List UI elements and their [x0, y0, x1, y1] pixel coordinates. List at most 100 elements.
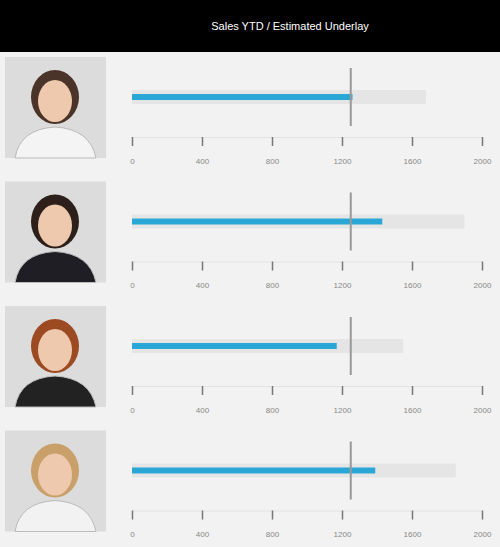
marks [132, 193, 465, 251]
tick-mark [342, 511, 344, 520]
bullet-row: 0 400 800 1200 1600 2000 [5, 182, 492, 291]
tick: 1200 [334, 262, 352, 291]
tick-label: 0 [130, 281, 135, 290]
range-band [132, 464, 456, 478]
tick-label: 800 [266, 157, 280, 166]
photo-face [38, 205, 72, 247]
target-line [350, 442, 352, 500]
tick-label: 2000 [474, 281, 492, 290]
axis-line [133, 262, 483, 263]
tick-mark [132, 386, 134, 395]
tick-label: 1600 [404, 157, 422, 166]
target-line [350, 193, 352, 251]
x-axis: 0 400 800 1200 1600 2000 [130, 137, 492, 166]
chart: Sales YTD / Estimated Underlay 0 400 800 120… [0, 0, 500, 547]
tick-mark [412, 511, 414, 520]
tick: 0 [130, 137, 135, 166]
tick: 0 [130, 386, 135, 415]
photo-body [15, 501, 96, 532]
tick-label: 1200 [334, 406, 352, 415]
bullet-row: 0 400 800 1200 1600 2000 [5, 306, 492, 415]
tick-label: 400 [196, 157, 210, 166]
marks [132, 442, 456, 500]
photo [5, 57, 106, 158]
tick: 400 [196, 511, 210, 540]
tick-mark [342, 386, 344, 395]
header [0, 0, 500, 52]
value-bar [132, 94, 353, 100]
tick-mark [342, 137, 344, 146]
photo-hair [31, 444, 79, 498]
tick-mark [132, 262, 134, 271]
bullet-row: 0 400 800 1200 1600 2000 [5, 57, 492, 166]
photo-background [5, 182, 106, 283]
photo-hair [31, 70, 79, 124]
tick-label: 2000 [474, 406, 492, 415]
bullet-row: 0400800120016002000 [5, 431, 492, 540]
tick-mark [482, 511, 484, 520]
photo-hair [31, 319, 79, 373]
range-band [132, 215, 465, 229]
tick: 0 [130, 511, 135, 540]
target-line [350, 317, 352, 375]
tick-label: 2000 [474, 530, 492, 539]
photo-body [15, 376, 96, 407]
tick: 800 [266, 137, 280, 166]
axis-line [133, 386, 483, 387]
photo-background [5, 57, 106, 158]
photo-body [15, 127, 96, 158]
tick: 1600 [404, 386, 422, 415]
tick: 400 [196, 262, 210, 291]
tick-mark [202, 137, 204, 146]
tick-mark [272, 511, 274, 520]
range-band [132, 339, 403, 353]
tick-mark [272, 386, 274, 395]
tick-mark [482, 386, 484, 395]
tick-label: 400 [196, 406, 210, 415]
tick-mark [272, 262, 274, 271]
photo-background [5, 431, 106, 532]
tick-label: 1600 [404, 406, 422, 415]
tick-mark [202, 386, 204, 395]
tick: 1200 [334, 137, 352, 166]
tick: 1600 [404, 137, 422, 166]
x-axis: 0 400 800 1200 1600 2000 [130, 262, 492, 291]
tick-mark [482, 137, 484, 146]
tick: 800 [266, 511, 280, 540]
tick-label: 2000 [474, 157, 492, 166]
value-bar [132, 219, 382, 225]
tick-label: 0 [130, 530, 135, 539]
tick: 1600 [404, 262, 422, 291]
photo [5, 431, 106, 532]
photo [5, 306, 106, 407]
photo-body [15, 252, 96, 283]
photo-face [38, 80, 72, 122]
photo-background [5, 306, 106, 407]
marks [132, 68, 426, 126]
tick: 2000 [474, 137, 492, 166]
tick-label: 1600 [404, 281, 422, 290]
tick-mark [412, 262, 414, 271]
x-axis: 0400800120016002000 [130, 511, 492, 540]
title: Sales YTD / Estimated Underlay [211, 20, 369, 32]
x-axis: 0 400 800 1200 1600 2000 [130, 386, 492, 415]
tick-label: 1200 [334, 530, 352, 539]
tick: 400 [196, 386, 210, 415]
tick-label: 1200 [334, 157, 352, 166]
background [0, 0, 500, 547]
tick-label: 400 [196, 530, 210, 539]
tick-label: 800 [266, 530, 280, 539]
photo-face [38, 329, 72, 371]
tick-mark [202, 262, 204, 271]
target-line [350, 68, 352, 126]
marks [132, 317, 403, 375]
tick-label: 800 [266, 281, 280, 290]
tick: 800 [266, 262, 280, 291]
tick-mark [412, 137, 414, 146]
axis-line [133, 511, 483, 512]
tick: 2000 [474, 511, 492, 540]
tick-mark [342, 262, 344, 271]
tick: 800 [266, 386, 280, 415]
tick-mark [132, 511, 134, 520]
tick-label: 0 [130, 406, 135, 415]
